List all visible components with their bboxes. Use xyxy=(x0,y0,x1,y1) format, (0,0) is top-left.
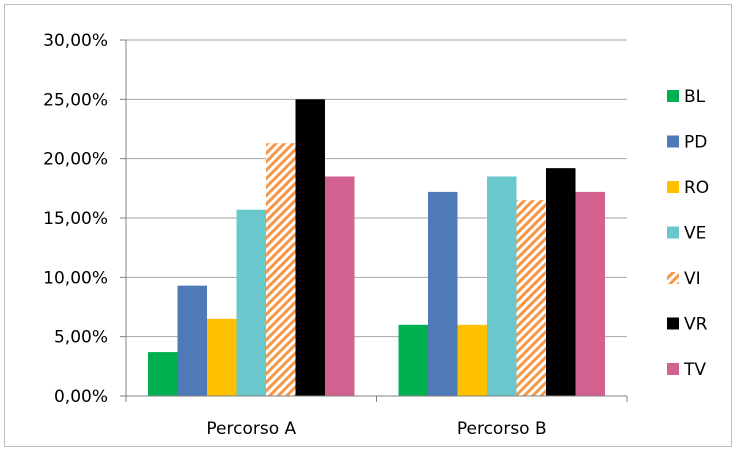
chart-area: 0,00% 5,00% 10,00% 15,00% 20,00% 25,00% 30,00%… xyxy=(4,4,732,447)
y-tick-label: 5,00% xyxy=(54,328,108,348)
legend-label: BL xyxy=(684,87,706,107)
y-tick-label: 10,00% xyxy=(43,268,108,288)
bar-vr xyxy=(546,168,576,396)
y-tick-label: 15,00% xyxy=(43,209,108,229)
legend-swatch-pd xyxy=(667,135,679,148)
legend-swatch-ve xyxy=(667,226,679,239)
bar-ro xyxy=(207,318,237,396)
bar-bl xyxy=(398,324,428,396)
legend-swatch-tv xyxy=(667,363,679,375)
bars xyxy=(148,99,605,396)
x-category-label: Percorso A xyxy=(206,419,296,439)
y-tick-label: 25,00% xyxy=(43,90,108,110)
legend-label: VR xyxy=(684,315,708,335)
legend-swatch-ro xyxy=(667,181,679,193)
bar-vi xyxy=(516,200,546,396)
legend-label: VI xyxy=(684,269,701,289)
legend-label: VE xyxy=(684,224,706,244)
axes: 0,00% 5,00% 10,00% 15,00% 20,00% 25,00% 30,00%… xyxy=(43,31,628,439)
bar-tv xyxy=(575,191,605,396)
legend-label: TV xyxy=(683,360,706,380)
bar-tv xyxy=(325,176,355,396)
legend: BL PD RO VE VI VR TV xyxy=(667,87,709,380)
bar-pd xyxy=(428,191,458,396)
legend-label: PD xyxy=(684,133,707,153)
bar-chart: 0,00% 5,00% 10,00% 15,00% 20,00% 25,00% 30,00%… xyxy=(43,31,709,439)
bar-bl xyxy=(148,352,178,396)
bar-vi xyxy=(266,143,296,396)
x-category-label: Percorso B xyxy=(457,419,547,439)
legend-label: RO xyxy=(684,178,709,198)
bar-pd xyxy=(177,285,207,396)
legend-swatch-vi xyxy=(667,272,679,284)
bar-ro xyxy=(457,324,487,396)
y-tick-label: 0,00% xyxy=(54,387,108,407)
legend-swatch-bl xyxy=(667,90,679,102)
bar-ve xyxy=(487,176,517,396)
bar-vr xyxy=(295,99,325,396)
legend-swatch-vr xyxy=(667,317,679,330)
bar-ve xyxy=(236,209,266,396)
y-tick-label: 20,00% xyxy=(43,150,108,170)
y-tick-label: 30,00% xyxy=(43,31,108,51)
